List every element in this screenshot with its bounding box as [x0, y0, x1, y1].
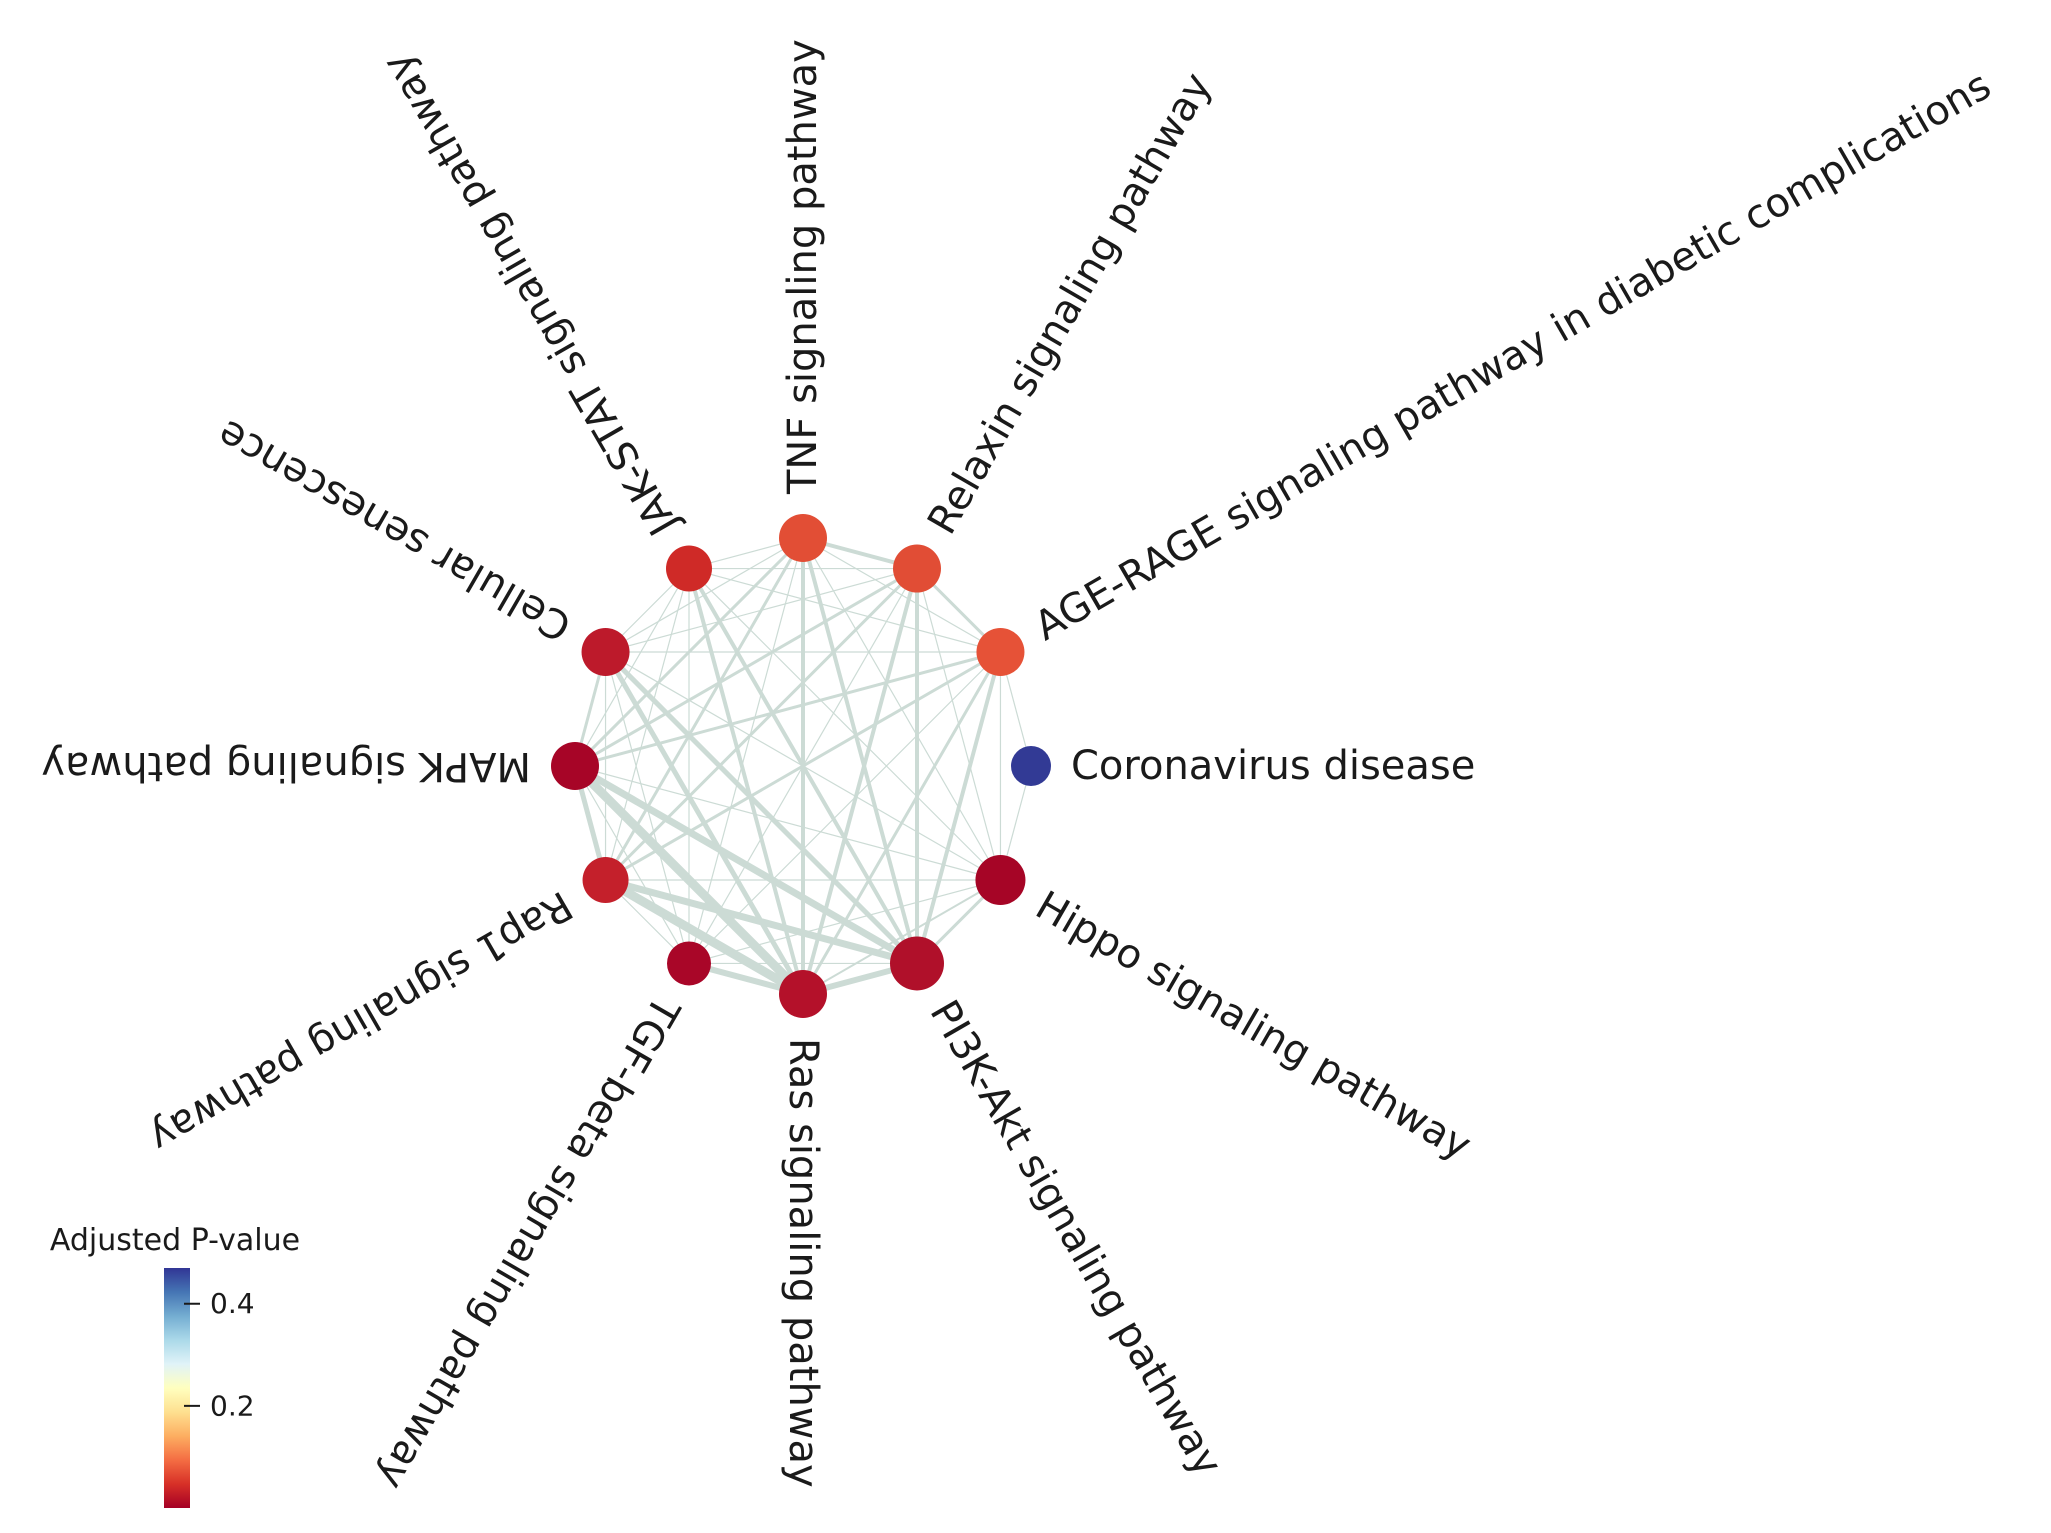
edge-cellular-senescence-pi3k-akt [603, 649, 920, 966]
colorbar-title: Adjusted P-value [50, 1223, 300, 1258]
node-label-mapk: MAPK signaling pathway [41, 743, 531, 789]
node-tnf[interactable] [779, 514, 827, 562]
node-jak-stat[interactable] [666, 545, 712, 592]
edge-age-rage-tgf-beta [688, 651, 1002, 965]
colorbar-tick-label: 0.2 [210, 1389, 255, 1422]
edge-jak-stat-ras [687, 566, 805, 996]
edge-rap1-ras [601, 875, 808, 999]
node-relaxin[interactable] [893, 544, 941, 593]
colorbar-tick-label: 0.4 [210, 1287, 255, 1320]
node-label-relaxin: Relaxin signaling pathway [919, 65, 1221, 542]
colorbar-gradient [164, 1268, 190, 1508]
edge-rap1-pi3k-akt [602, 876, 921, 967]
edge-jak-stat-hippo [688, 567, 1002, 881]
node-hippo[interactable] [975, 855, 1026, 905]
node-label-cellular-senescence: Cellular senescence [210, 410, 579, 650]
network-edges [570, 536, 1032, 999]
edge-age-rage-mapk [573, 650, 1002, 768]
node-label-pi3k-akt: PI3K-Akt signaling pathway [921, 993, 1231, 1484]
edge-cellular-senescence-ras [603, 649, 806, 997]
edge-mapk-hippo [574, 765, 1002, 881]
node-tgf-beta[interactable] [667, 941, 711, 986]
edge-tgf-beta-hippo [688, 879, 1002, 965]
node-label-hippo: Hippo signaling pathway [1028, 883, 1479, 1170]
edge-tnf-pi3k-akt [801, 536, 919, 966]
node-ras[interactable] [779, 970, 827, 1018]
edge-cellular-senescence-hippo [604, 651, 1002, 881]
colorbar-legend: Adjusted P-value 0.4 0.2 [50, 1223, 300, 1508]
edge-tnf-tgf-beta [688, 537, 804, 965]
node-label-tgf-beta: TGF-beta signaling pathway [368, 987, 689, 1496]
node-label-ras: Ras signaling pathway [780, 1038, 826, 1488]
node-mapk[interactable] [551, 742, 599, 790]
node-label-coronavirus: Coronavirus disease [1071, 743, 1475, 789]
network-nodes [551, 514, 1051, 1018]
node-label-rap1: Rap1 signaling pathway [141, 882, 579, 1162]
node-label-jak-stat: JAK-STAT signaling pathway [374, 45, 689, 545]
edge-ras-hippo [802, 879, 1002, 995]
edge-relaxin-ras [801, 566, 919, 996]
edge-tnf-hippo [802, 537, 1002, 881]
node-pi3k-akt[interactable] [890, 936, 944, 991]
edge-mapk-tgf-beta [574, 765, 690, 965]
node-label-tnf: TNF signaling pathway [780, 39, 826, 495]
colorbar-ticks: 0.4 0.2 [184, 1287, 255, 1422]
node-cellular-senescence[interactable] [581, 628, 630, 676]
edge-mapk-pi3k-akt [571, 762, 921, 967]
edge-relaxin-hippo [916, 567, 1002, 881]
node-coronavirus[interactable] [1011, 746, 1051, 786]
node-age-rage[interactable] [976, 628, 1025, 676]
edge-relaxin-rap1 [604, 567, 919, 882]
node-rap1[interactable] [582, 857, 629, 903]
